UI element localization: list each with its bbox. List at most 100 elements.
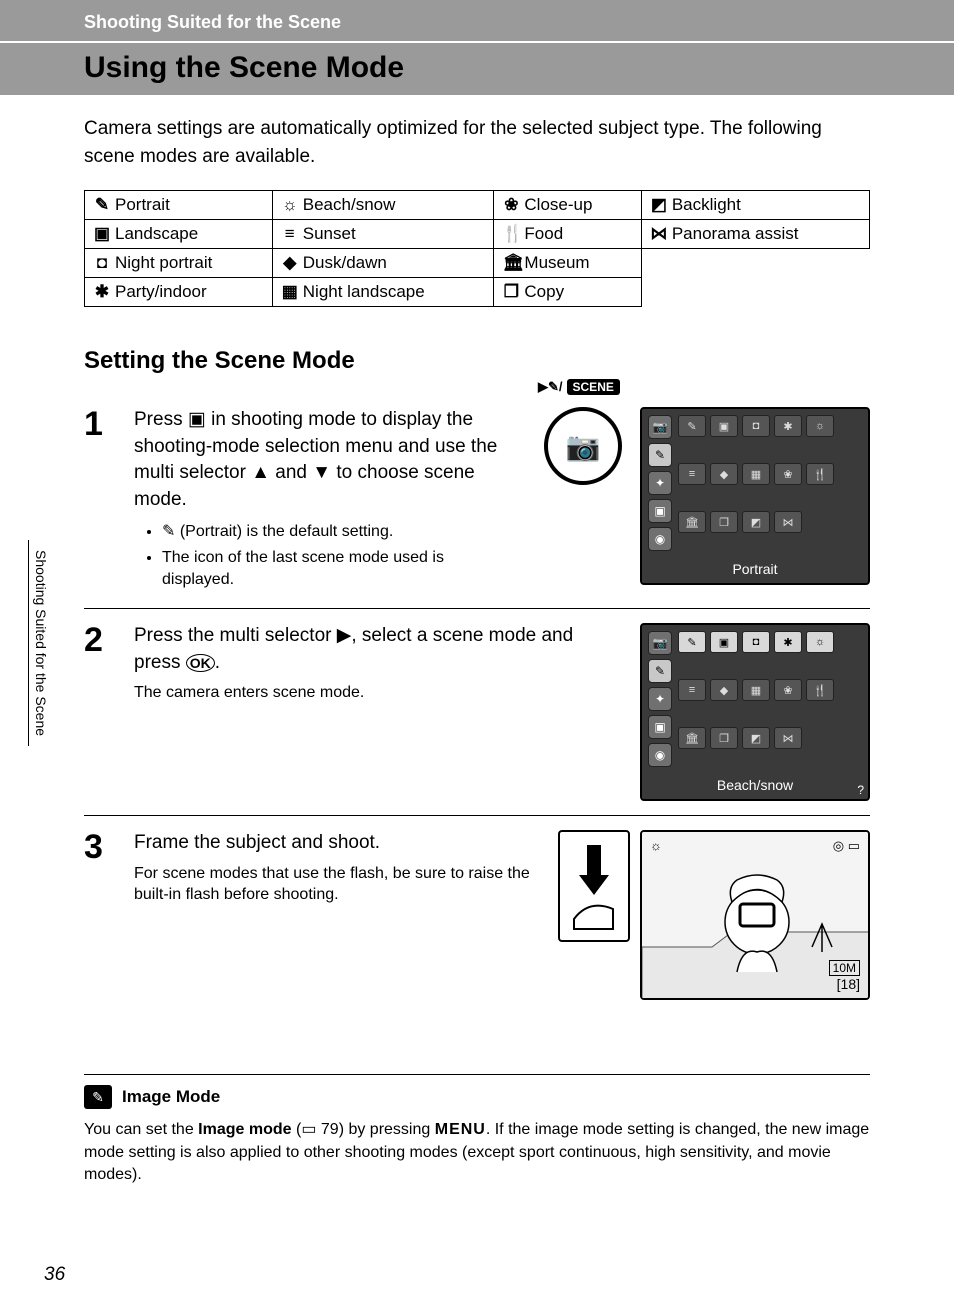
- table-cell: 🍴Food: [494, 220, 641, 249]
- table-cell: ✎Portrait: [85, 191, 273, 220]
- table-cell: ❀Close-up: [494, 191, 641, 220]
- shots-remaining: [18]: [837, 976, 860, 992]
- table-cell: ≡Sunset: [272, 220, 494, 249]
- mode-label: Backlight: [672, 195, 741, 214]
- help-icon: ?: [857, 783, 864, 797]
- mode-label: Copy: [524, 282, 564, 301]
- mode-label: Food: [524, 224, 563, 243]
- intro-text: Camera settings are automatically optimi…: [84, 115, 870, 170]
- mode-icon: ❀: [502, 195, 520, 215]
- mode-label: Night portrait: [115, 253, 212, 272]
- up-arrow-icon: ▲: [251, 460, 270, 487]
- step-2-sub: The camera enters scene mode.: [134, 682, 616, 704]
- mode-icon: ▣: [93, 224, 111, 244]
- screen-label: Beach/snow: [648, 777, 862, 793]
- mode-icon: ❐: [502, 282, 520, 302]
- step-number: 1: [84, 407, 120, 594]
- page-ref-icon: ▭: [301, 1121, 316, 1138]
- subheading: Setting the Scene Mode: [84, 347, 870, 375]
- image-size-badge: 10M: [829, 960, 860, 976]
- step-2: 2 Press the multi selector ▶, select a s…: [84, 608, 870, 815]
- mode-label: ▶✎/SCENE: [538, 379, 620, 395]
- mode-button: 📷: [544, 407, 622, 485]
- step-3-sub: For scene modes that use the flash, be s…: [134, 863, 534, 906]
- sidebar-icon: ▣: [648, 499, 672, 523]
- mode-label: Close-up: [524, 195, 592, 214]
- table-cell: ◆Dusk/dawn: [272, 249, 494, 278]
- page-title: Using the Scene Mode: [0, 43, 954, 85]
- camera-icon: ▣: [188, 407, 206, 434]
- step-number: 2: [84, 623, 120, 801]
- mode-label: Night landscape: [303, 282, 425, 301]
- table-cell: ▣Landscape: [85, 220, 273, 249]
- step-1-instruction: Press ▣ in shooting mode to display the …: [134, 407, 520, 513]
- mode-icon: ▦: [281, 282, 299, 302]
- sidebar-icon: ✦: [648, 687, 672, 711]
- battery-icon: ◎ ▭: [833, 838, 860, 854]
- table-cell: ◩Backlight: [641, 191, 869, 220]
- mode-label: Sunset: [303, 224, 356, 243]
- portrait-icon: ✎: [162, 523, 175, 540]
- mode-icon: ✱: [93, 282, 111, 302]
- sidebar-icon: ▣: [648, 715, 672, 739]
- mode-label: Panorama assist: [672, 224, 799, 243]
- mode-label: Landscape: [115, 224, 198, 243]
- mode-icon: ⋈: [650, 224, 668, 244]
- table-cell: ⋈Panorama assist: [641, 220, 869, 249]
- note-icon: ✎: [84, 1085, 112, 1109]
- mode-label: Portrait: [115, 195, 170, 214]
- mode-icon: ◘: [93, 253, 111, 273]
- scene-grid: ✎▣◘✱☼ ≡◆▦❀🍴 🏛❐◩⋈: [678, 415, 834, 555]
- note-body: You can set the Image mode (▭ 79) by pre…: [84, 1119, 870, 1186]
- table-cell: ☼Beach/snow: [272, 191, 494, 220]
- page-number: 36: [44, 1264, 65, 1286]
- table-cell: ❐Copy: [494, 278, 641, 307]
- shutter-press-illustration: [558, 830, 630, 942]
- step-1-bullet-1: ✎ (Portrait) is the default setting.: [162, 521, 520, 543]
- sidebar-icon: 📷: [648, 415, 672, 439]
- note-section: ✎ Image Mode You can set the Image mode …: [84, 1074, 870, 1186]
- sidebar-icon: ✦: [648, 471, 672, 495]
- mode-icon: ≡: [281, 224, 299, 244]
- camera-button-icon: 📷: [566, 430, 601, 463]
- step-3-instruction: Frame the subject and shoot.: [134, 830, 534, 857]
- sidebar-icon: ◉: [648, 527, 672, 551]
- scene-grid: ✎▣◘✱☼ ≡◆▦❀🍴 🏛❐◩⋈: [678, 631, 834, 771]
- mode-icon: ◆: [281, 253, 299, 273]
- table-cell: [641, 278, 869, 307]
- step-number: 3: [84, 830, 120, 1000]
- menu-label: MENU: [435, 1121, 486, 1138]
- step-3: 3 Frame the subject and shoot. For scene…: [84, 815, 870, 1014]
- mode-indicator-icon: ☼: [650, 838, 662, 853]
- step-1: 1 Press ▣ in shooting mode to display th…: [84, 393, 870, 608]
- breadcrumb: Shooting Suited for the Scene: [0, 12, 954, 43]
- lcd-screen-2: 📷 ✎ ✦ ▣ ◉ ✎▣◘✱☼ ≡◆▦❀🍴 🏛❐◩⋈ Beach/snow ?: [640, 623, 870, 801]
- scene-modes-table: ✎Portrait☼Beach/snow❀Close-up◩Backlight▣…: [84, 190, 870, 307]
- mode-label: Party/indoor: [115, 282, 207, 301]
- down-arrow-icon: ▼: [312, 460, 331, 487]
- sidebar-icon-selected: ✎: [648, 659, 672, 683]
- lcd-screen-1: 📷 ✎ ✦ ▣ ◉ ✎▣◘✱☼ ≡◆▦❀🍴 🏛❐◩⋈ Portrait: [640, 407, 870, 585]
- mode-icon: ✎: [93, 195, 111, 215]
- mode-icon: ◩: [650, 195, 668, 215]
- sidebar-icon-selected: ✎: [648, 443, 672, 467]
- table-cell: ✱Party/indoor: [85, 278, 273, 307]
- ok-button-icon: OK: [186, 654, 215, 672]
- table-cell: [641, 249, 869, 278]
- right-arrow-icon: ▶: [337, 623, 352, 650]
- mode-label: Museum: [524, 253, 589, 272]
- side-tab: Shooting Suited for the Scene: [28, 540, 53, 746]
- sidebar-icon: ◉: [648, 743, 672, 767]
- screen-label: Portrait: [648, 561, 862, 577]
- table-cell: ▦Night landscape: [272, 278, 494, 307]
- mode-icon: 🍴: [502, 224, 520, 244]
- note-title: Image Mode: [122, 1087, 220, 1107]
- sample-photo: ☼ ◎ ▭ 10M [18]: [640, 830, 870, 1000]
- step-1-bullet-2: The icon of the last scene mode used is …: [162, 547, 520, 590]
- mode-label: Beach/snow: [303, 195, 396, 214]
- table-cell: ◘Night portrait: [85, 249, 273, 278]
- mode-icon: ☼: [281, 195, 299, 215]
- mode-label: Dusk/dawn: [303, 253, 387, 272]
- step-2-instruction: Press the multi selector ▶, select a sce…: [134, 623, 616, 676]
- sidebar-icon: 📷: [648, 631, 672, 655]
